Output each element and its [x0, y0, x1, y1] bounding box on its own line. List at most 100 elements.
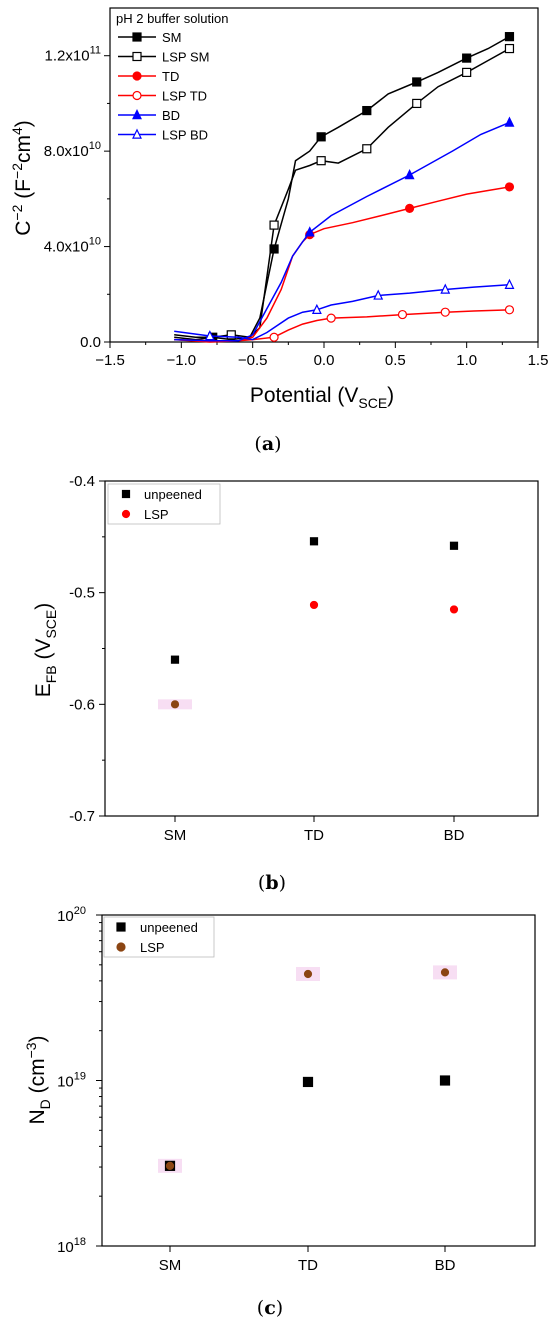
panel-b-y-tick-label: -0.7 [69, 808, 95, 825]
panel-c-legend-entry: unpeened [140, 920, 198, 935]
panel-a-legend-title: pH 2 buffer solution [116, 11, 229, 26]
panel-b-point-lsp [170, 700, 180, 709]
panel-c-legend-swatch [116, 942, 126, 952]
panel-c-x-tick-label: TD [298, 1257, 318, 1274]
panel-c-x-tick-label: SM [159, 1257, 182, 1274]
panel-a-legend-swatch-marker [132, 71, 142, 81]
panel-b-caption: (b) [258, 872, 286, 894]
panel-a-series-line-lsp-sm [174, 47, 510, 338]
panel-a-x-tick-label: −1.0 [167, 352, 197, 369]
panel-a-y-tick-label: 8.0x1010 [44, 140, 101, 160]
panel-a-point-bd [504, 116, 515, 127]
panel-a-legend-entry: LSP TD [162, 89, 207, 104]
panel-a-point-lsp-sm [316, 156, 326, 166]
panel-a-point-lsp-td [269, 332, 279, 342]
panel-a-point-lsp-bd [373, 289, 384, 300]
panel-b-legend-swatch [121, 489, 131, 499]
panel-a: −1.5 −1.0 −0.5 0.0 0.5 1.0 1.5 0.0 4.0x1010 8.0x1… [9, 7, 549, 455]
panel-a-y-tick-label: 0.0 [80, 334, 101, 351]
panel-c-y-tick-label: 1019 [57, 1071, 86, 1091]
panel-a-caption: (a) [254, 433, 281, 455]
panel-c-legend-entry: LSP [140, 940, 165, 955]
panel-a-point-lsp-td [326, 313, 336, 323]
panel-b-plot-frame [104, 480, 539, 817]
panel-a-legend-swatch-marker [132, 128, 142, 139]
panel-c-legend: unpeened LSP [103, 916, 215, 958]
panel-a-point-sm [412, 77, 422, 87]
panel-c-legend-swatch [116, 922, 126, 932]
panel-c-point-lsp [165, 1161, 175, 1170]
panel-c-point-lsp [303, 969, 313, 979]
panel-a-x-tick-label: 0.0 [314, 352, 335, 369]
panel-c-axes: SM TD BD 1018 1019 1020 [57, 905, 456, 1274]
panel-a-point-sm [462, 53, 472, 63]
panel-a-x-axis-title: Potential (VSCE) [250, 384, 394, 411]
panel-a-legend-swatch-marker [132, 109, 142, 120]
panel-c-y-tick-label: 1018 [57, 1236, 86, 1256]
panel-a-x-tick-label: −0.5 [238, 352, 268, 369]
panel-a-legend: pH 2 buffer solution SM LSP SM TD LSP TD BD L… [116, 11, 229, 143]
panel-b-legend: unpeened LSP [107, 483, 221, 525]
panel-a-x-tick-label: −1.5 [95, 352, 125, 369]
panel-a-legend-swatch-marker [132, 51, 142, 62]
panel-b-point-unpeened [309, 537, 319, 546]
panel-b-series [158, 537, 459, 710]
panel-a-point-lsp-bd [440, 283, 451, 294]
panel-b: SM TD BD -0.7 -0.6 -0.5 -0.4 unpeened LSP EFB (… [32, 473, 539, 894]
panel-a-point-sm [316, 132, 326, 142]
panel-b-y-tick-label: -0.5 [69, 585, 95, 602]
panel-a-x-tick-label: 1.0 [456, 352, 477, 369]
panel-a-point-lsp-sm [226, 330, 236, 340]
panel-c-y-axis-title: ND (cm−3) [23, 1035, 53, 1124]
panel-c-caption: (c) [257, 1297, 283, 1319]
panel-a-legend-swatch-marker [132, 90, 142, 101]
panel-a-legend-entry: TD [162, 69, 179, 84]
panel-a-point-bd [304, 226, 315, 237]
panel-a-point-sm [504, 32, 515, 42]
panel-b-y-tick-label: -0.6 [69, 696, 95, 713]
panel-a-point-bd [404, 169, 415, 180]
panel-c-x-tick-label: BD [435, 1257, 456, 1274]
panel-a-point-lsp-sm [362, 144, 372, 154]
panel-a-point-lsp-sm [504, 43, 515, 54]
panel-a-legend-entry: SM [162, 30, 182, 45]
panel-b-point-lsp [309, 600, 319, 610]
panel-a-y-tick-label: 1.2x1011 [45, 45, 101, 65]
panel-a-point-lsp-sm [269, 220, 279, 230]
panel-c-point-unpeened [439, 1075, 451, 1086]
panel-b-legend-entry: unpeened [144, 487, 202, 502]
panel-c-series [158, 965, 457, 1173]
panel-a-point-lsp-sm [462, 67, 472, 78]
panel-a-y-tick-label: 4.0x1010 [44, 236, 101, 256]
panel-b-y-tick-label: -0.4 [69, 473, 95, 490]
panel-a-point-lsp-td [397, 309, 408, 320]
panel-b-point-unpeened [449, 541, 459, 550]
panel-a-axes: −1.5 −1.0 −0.5 0.0 0.5 1.0 1.5 0.0 4.0x1010 8.0x1… [44, 45, 549, 369]
panel-c-plot-frame [101, 914, 536, 1247]
panel-a-legend-swatch-marker [132, 32, 142, 42]
panel-a-point-lsp-td [504, 305, 515, 315]
panel-b-point-lsp [449, 605, 459, 614]
panel-a-series [174, 32, 515, 343]
panel-a-legend-entry: BD [162, 108, 180, 123]
panel-c-point-lsp [440, 968, 450, 977]
panel-a-series-line-bd [174, 121, 510, 342]
panel-a-point-lsp-sm [412, 98, 422, 109]
panel-b-x-tick-label: TD [304, 827, 324, 844]
panel-b-x-tick-label: BD [444, 827, 465, 844]
panel-a-legend-entry: LSP SM [162, 50, 209, 65]
panel-a-point-sm [362, 105, 372, 116]
panel-a-series-line-sm [174, 35, 510, 341]
panel-a-x-tick-label: 0.5 [385, 352, 406, 369]
panel-b-legend-entry: LSP [144, 507, 169, 522]
panel-a-point-lsp-bd [504, 278, 515, 289]
panel-b-x-tick-label: SM [164, 827, 187, 844]
panel-a-y-axis-title: C−2 (F−2cm4) [9, 120, 35, 236]
panel-a-point-lsp-td [440, 307, 450, 317]
panel-c: SM TD BD 1018 1019 1020 unpeened LSP ND (cm−3)… [23, 905, 536, 1319]
panel-c-point-unpeened [302, 1076, 314, 1088]
panel-a-point-td [405, 203, 415, 213]
panel-b-point-unpeened [170, 655, 180, 664]
panel-b-legend-swatch [121, 509, 131, 519]
panel-c-y-tick-label: 1020 [57, 905, 86, 925]
